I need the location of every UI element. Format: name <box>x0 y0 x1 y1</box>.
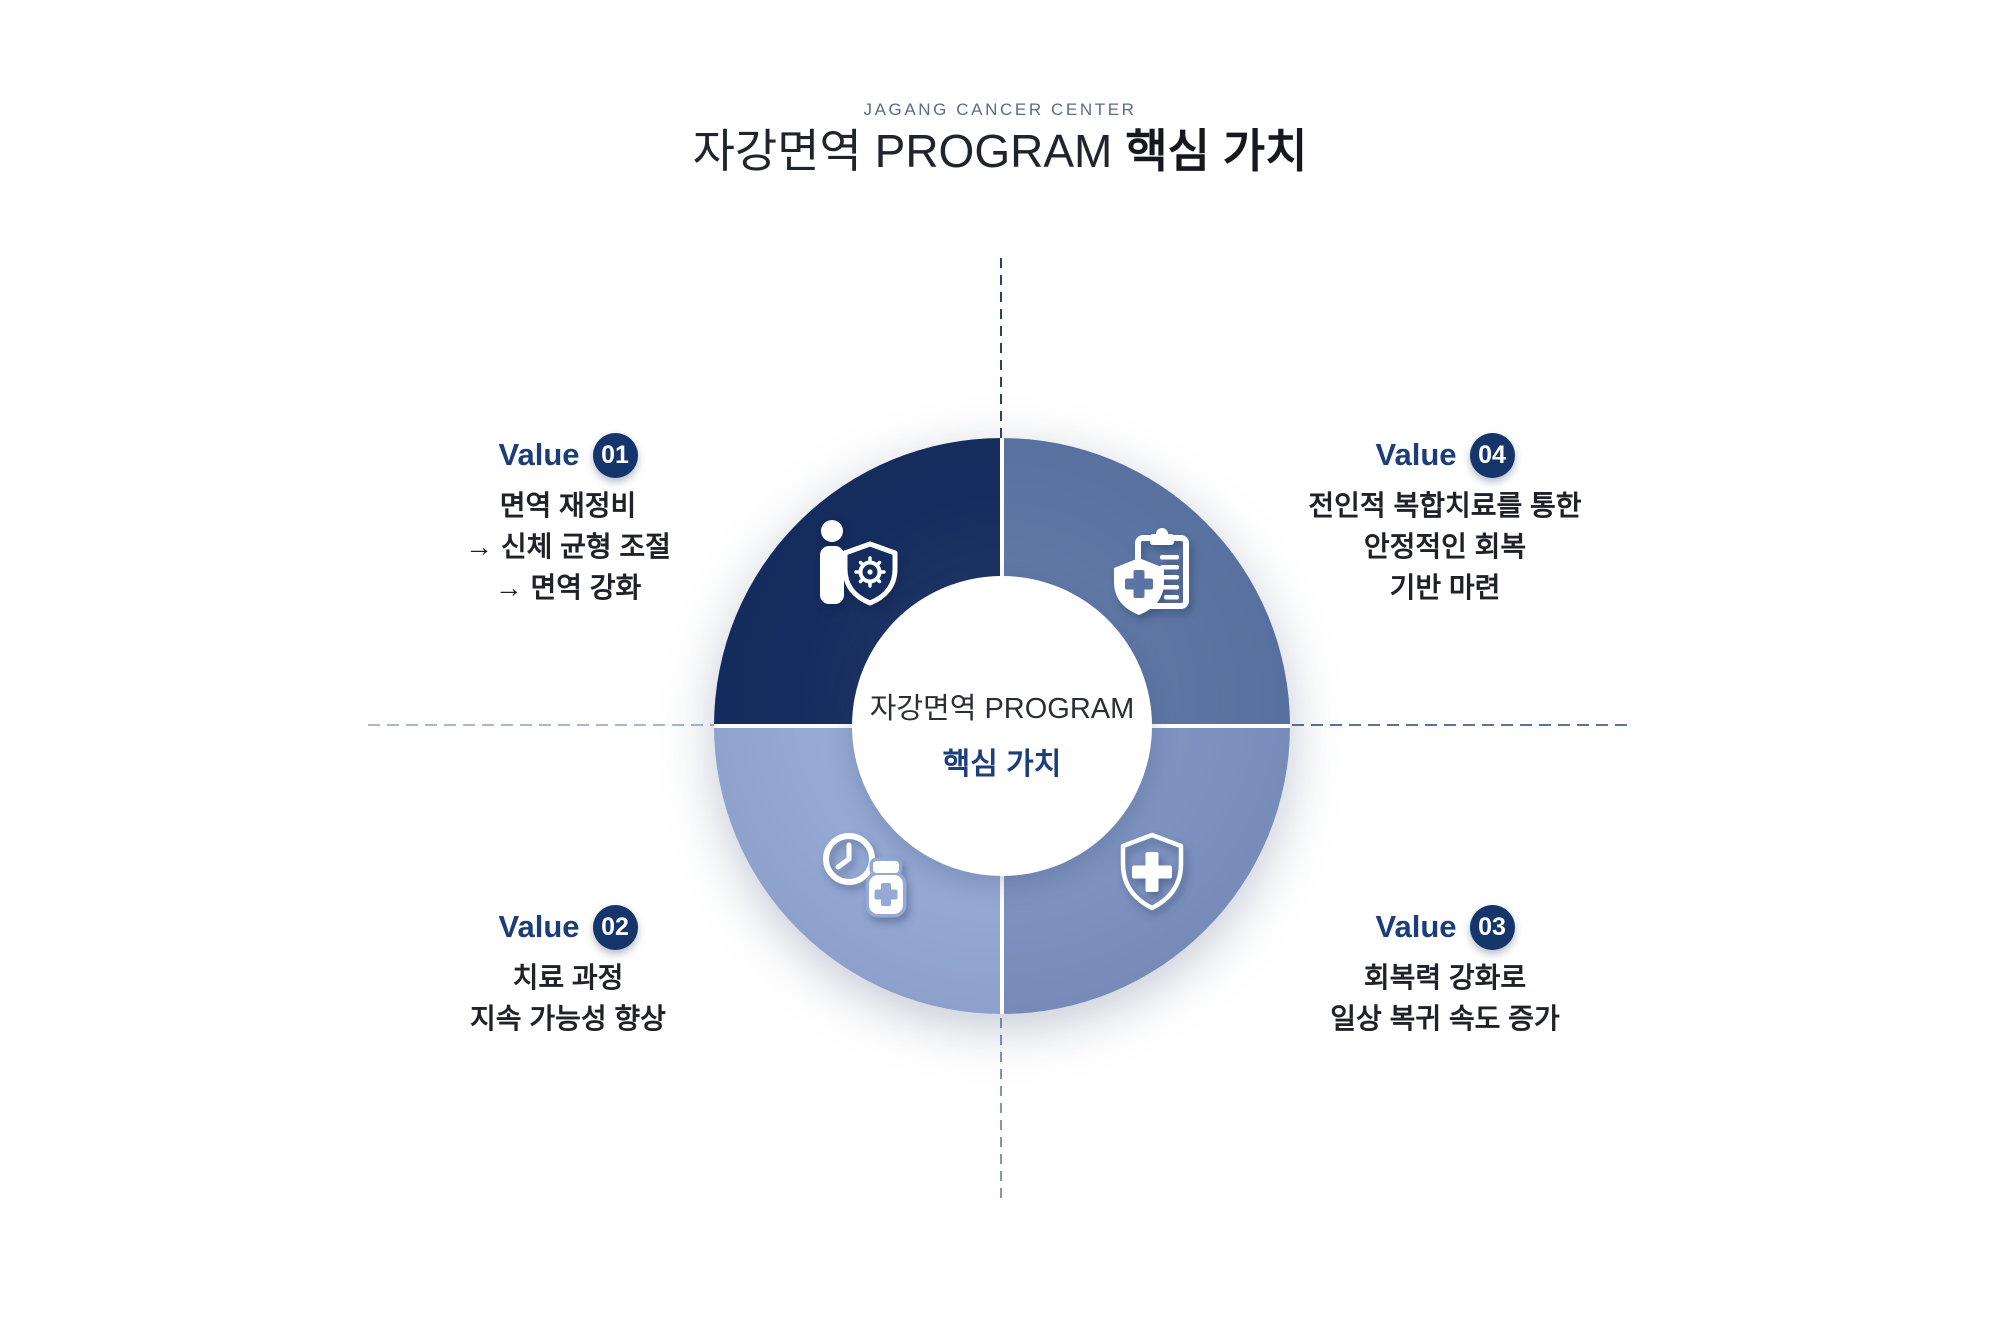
value-03-label: Value <box>1375 909 1457 944</box>
value-01-label: Value <box>498 437 580 472</box>
value-03-header: Value 03 <box>1225 904 1665 950</box>
value-04-header: Value 04 <box>1225 432 1665 478</box>
value-02-text-line: 치료 과정 <box>512 962 624 993</box>
donut-diagram: 자강면역 PROGRAM 핵심 가치 <box>714 438 1290 1014</box>
value-03-number-badge: 03 <box>1469 904 1515 950</box>
value-02-header: Value 02 <box>348 904 788 950</box>
value-01-text-line: → 면역 강화 <box>494 572 642 603</box>
value-04-number-badge: 04 <box>1469 432 1515 478</box>
dashed-guide-horizontal-left <box>368 724 714 726</box>
center-title-line1: 자강면역 PROGRAM <box>869 693 1135 725</box>
value-02-number-badge: 02 <box>592 904 638 950</box>
page-title: 자강면역 PROGRAM 핵심 가치 <box>0 125 2000 177</box>
value-02-text-line: 지속 가능성 향상 <box>470 1003 666 1034</box>
clipboard-shield-cross-icon <box>1102 522 1202 622</box>
donut-center-circle: 자강면역 PROGRAM 핵심 가치 <box>852 576 1152 876</box>
value-01-text-line: 면역 재정비 <box>499 490 637 521</box>
value-03-text-line: 일상 복귀 속도 증가 <box>1330 1003 1560 1034</box>
page-title-bold: 핵심 가치 <box>1125 125 1308 177</box>
value-04-block: Value 04 전인적 복합치료를 통한 안정적인 회복 기반 마련 <box>1225 432 1665 608</box>
value-02-block: Value 02 치료 과정 지속 가능성 향상 <box>348 904 788 1039</box>
dashed-guide-horizontal-right <box>1292 724 1633 726</box>
page-title-regular: 자강면역 PROGRAM <box>692 125 1113 177</box>
value-02-label: Value <box>498 909 580 944</box>
value-01-header: Value 01 <box>348 432 788 478</box>
shield-cross-icon <box>1102 824 1202 924</box>
person-shield-virus-icon <box>802 518 902 618</box>
dashed-guide-vertical-top <box>1000 258 1002 438</box>
value-01-number-badge: 01 <box>592 432 638 478</box>
value-03-text-line: 회복력 강화로 <box>1363 962 1527 993</box>
value-04-text-line: 기반 마련 <box>1389 572 1501 603</box>
value-04-label: Value <box>1375 437 1457 472</box>
value-03-block: Value 03 회복력 강화로 일상 복귀 속도 증가 <box>1225 904 1665 1039</box>
value-01-block: Value 01 면역 재정비 → 신체 균형 조절 → 면역 강화 <box>348 432 788 608</box>
value-04-text-line: 안정적인 회복 <box>1363 531 1527 562</box>
clock-medicine-bottle-icon <box>817 826 917 926</box>
dashed-guide-vertical-bottom <box>1000 1018 1002 1204</box>
value-01-text-line: → 신체 균형 조절 <box>465 531 671 562</box>
center-title-line2: 핵심 가치 <box>942 748 1062 781</box>
value-04-text-line: 전인적 복합치료를 통한 <box>1308 490 1582 521</box>
center-name-subtitle: JAGANG CANCER CENTER <box>863 100 1137 119</box>
